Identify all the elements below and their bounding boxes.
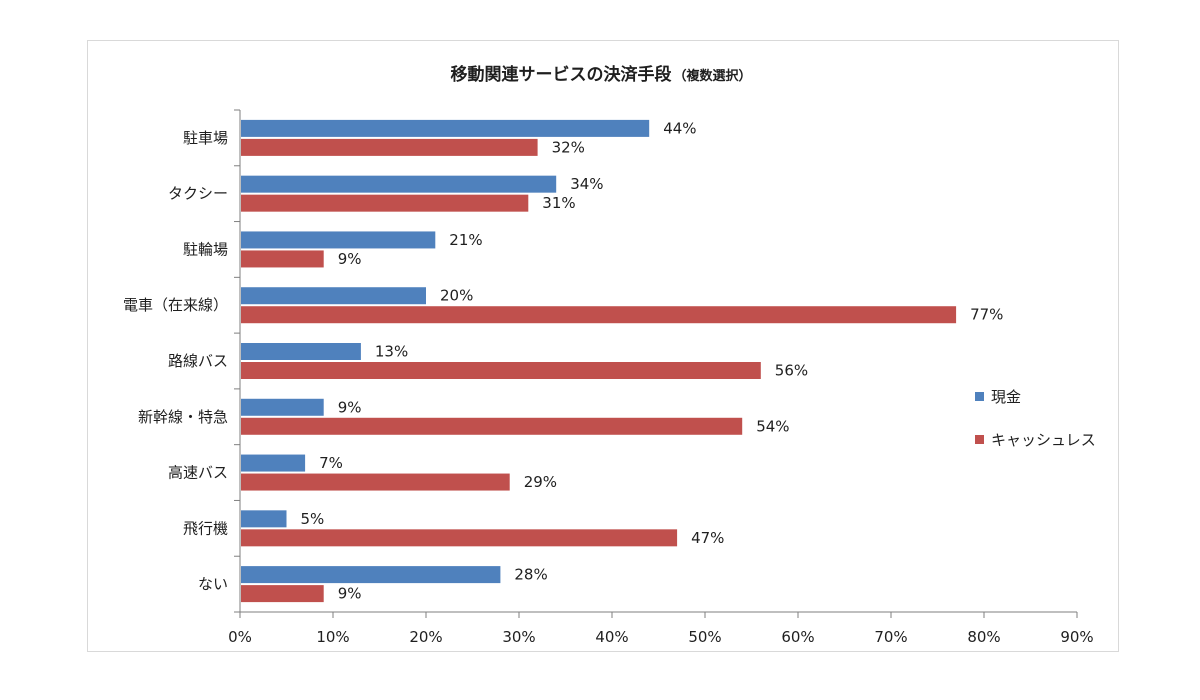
bar-cash — [241, 398, 324, 416]
chart-subtitle-text: （複数選択） — [673, 68, 751, 84]
category-label: ない — [198, 575, 228, 593]
bar-cashless — [241, 194, 529, 212]
bar-cashless — [241, 585, 324, 603]
legend-swatch — [975, 435, 984, 444]
category-label: 飛行機 — [183, 519, 228, 537]
x-tick-label: 0% — [228, 628, 252, 646]
category-label: 駐車場 — [183, 129, 228, 147]
x-tick-label: 40% — [595, 628, 628, 646]
x-tick-label: 70% — [874, 628, 907, 646]
x-tick-label: 60% — [781, 628, 814, 646]
x-tick-label: 10% — [316, 628, 349, 646]
data-label: 31% — [542, 194, 575, 212]
category-label: 高速バス — [168, 464, 228, 482]
data-label: 28% — [514, 566, 547, 584]
bar-cashless — [241, 138, 538, 156]
data-label: 9% — [338, 585, 362, 603]
bar-cash — [241, 175, 557, 193]
data-label: 21% — [449, 231, 482, 249]
data-label: 20% — [440, 287, 473, 305]
bar-cash — [241, 566, 501, 584]
category-label: タクシー — [168, 185, 228, 203]
legend-label: 現金 — [991, 388, 1021, 406]
bar-cash — [241, 454, 306, 472]
x-tick-label: 30% — [502, 628, 535, 646]
bar-cash — [241, 119, 650, 137]
data-label: 34% — [570, 175, 603, 193]
x-tick-label: 20% — [409, 628, 442, 646]
data-label: 5% — [301, 510, 325, 528]
bar-cash — [241, 510, 287, 528]
data-label: 56% — [775, 362, 808, 380]
data-label: 44% — [663, 119, 696, 137]
bar-cash — [241, 231, 436, 249]
category-label: 駐輪場 — [183, 240, 228, 258]
data-label: 9% — [338, 250, 362, 268]
bar-cash — [241, 343, 361, 360]
bar-cashless — [241, 417, 743, 435]
x-tick-label: 50% — [688, 628, 721, 646]
bar-cashless — [241, 473, 510, 491]
data-label: 29% — [524, 473, 557, 491]
legend-label: キャッシュレス — [991, 431, 1096, 449]
data-label: 13% — [375, 343, 408, 361]
plot-area: 0% 10% 20% 30% 40% 50% 60% 70% 80% 90% 駐車場 44% 32% タク… — [123, 109, 1094, 646]
category-label: 新幹線・特急 — [138, 408, 228, 426]
bar-cashless — [241, 529, 678, 547]
data-label: 77% — [970, 306, 1003, 324]
bar-cashless — [241, 306, 957, 324]
x-tick-label: 80% — [967, 628, 1000, 646]
x-tick-label: 90% — [1060, 628, 1093, 646]
data-label: 54% — [756, 417, 789, 435]
bar-cashless — [241, 250, 324, 268]
category-label: 路線バス — [168, 352, 228, 370]
data-label: 47% — [691, 529, 724, 547]
legend-swatch — [975, 392, 984, 401]
data-label: 7% — [319, 454, 343, 472]
data-label: 32% — [552, 138, 585, 156]
chart-title: 移動関連サービスの決済手段 （複数選択） — [450, 64, 751, 85]
bar-cash — [241, 287, 426, 305]
data-label: 9% — [338, 398, 362, 416]
chart-title-text: 移動関連サービスの決済手段 — [450, 64, 671, 85]
bar-cashless — [241, 362, 761, 379]
category-label: 電車（在来線） — [123, 296, 228, 314]
